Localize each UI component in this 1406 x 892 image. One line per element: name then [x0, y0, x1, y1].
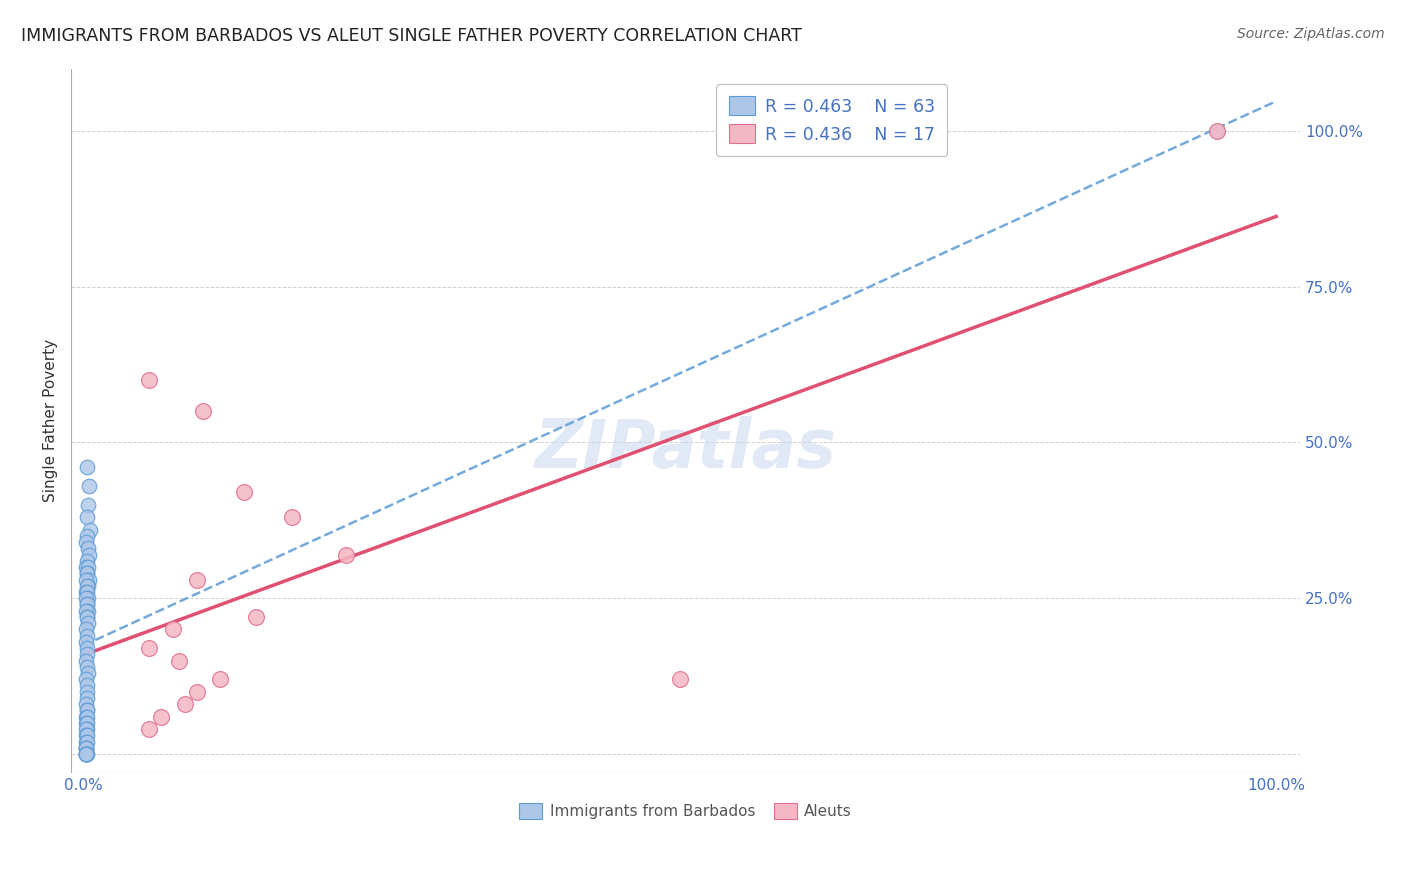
- Point: [76, 610, 98, 624]
- Point: [76, 579, 98, 593]
- Point: [76, 734, 98, 748]
- Point: [75, 697, 97, 711]
- Point: [76, 529, 98, 543]
- Point: [76, 678, 98, 692]
- Point: [75, 654, 97, 668]
- Point: [186, 684, 208, 698]
- Point: [138, 641, 160, 656]
- Point: [76, 722, 98, 736]
- Point: [186, 573, 208, 587]
- Point: [76, 703, 98, 717]
- Point: [77, 479, 100, 493]
- Y-axis label: Single Father Poverty: Single Father Poverty: [44, 339, 58, 502]
- Point: [138, 722, 160, 736]
- Point: [77, 616, 100, 631]
- Point: [77, 604, 100, 618]
- Text: IMMIGRANTS FROM BARBADOS VS ALEUT SINGLE FATHER POVERTY CORRELATION CHART: IMMIGRANTS FROM BARBADOS VS ALEUT SINGLE…: [21, 27, 801, 45]
- Point: [77, 498, 100, 512]
- Text: Source: ZipAtlas.com: Source: ZipAtlas.com: [1237, 27, 1385, 41]
- Point: [76, 598, 98, 612]
- Point: [77, 548, 100, 562]
- Point: [76, 566, 98, 581]
- Point: [76, 684, 98, 698]
- Text: ZIPatlas: ZIPatlas: [534, 416, 837, 482]
- Point: [209, 672, 232, 686]
- Point: [79, 523, 101, 537]
- Point: [77, 591, 100, 606]
- Point: [75, 740, 97, 755]
- Point: [75, 747, 97, 761]
- Point: [75, 747, 97, 761]
- Point: [76, 709, 98, 723]
- Point: [76, 690, 98, 705]
- Point: [75, 635, 97, 649]
- Point: [75, 740, 97, 755]
- Point: [76, 598, 98, 612]
- Point: [76, 610, 98, 624]
- Point: [75, 715, 97, 730]
- Point: [245, 610, 267, 624]
- Point: [335, 548, 357, 562]
- Point: [173, 697, 195, 711]
- Point: [75, 740, 97, 755]
- Point: [75, 535, 97, 549]
- Point: [76, 460, 98, 475]
- Point: [76, 566, 98, 581]
- Point: [75, 623, 97, 637]
- Point: [77, 666, 100, 681]
- Point: [75, 728, 97, 742]
- Point: [233, 485, 256, 500]
- Point: [75, 709, 97, 723]
- Point: [75, 560, 97, 574]
- Point: [167, 654, 190, 668]
- Point: [75, 585, 97, 599]
- Point: [76, 629, 98, 643]
- Point: [76, 554, 98, 568]
- Point: [75, 734, 97, 748]
- Point: [75, 604, 97, 618]
- Point: [138, 373, 160, 387]
- Point: [77, 579, 100, 593]
- Legend: Immigrants from Barbados, Aleuts: Immigrants from Barbados, Aleuts: [513, 797, 858, 825]
- Point: [75, 722, 97, 736]
- Point: [75, 573, 97, 587]
- Point: [1205, 124, 1227, 138]
- Point: [76, 747, 98, 761]
- Point: [191, 404, 214, 418]
- Point: [1205, 124, 1227, 138]
- Point: [76, 703, 98, 717]
- Point: [75, 747, 97, 761]
- Point: [149, 709, 172, 723]
- Point: [76, 510, 98, 524]
- Point: [281, 510, 304, 524]
- Point: [75, 747, 97, 761]
- Point: [75, 591, 97, 606]
- Point: [77, 573, 100, 587]
- Point: [76, 728, 98, 742]
- Point: [76, 641, 98, 656]
- Point: [77, 560, 100, 574]
- Point: [76, 585, 98, 599]
- Point: [76, 715, 98, 730]
- Point: [75, 672, 97, 686]
- Point: [76, 648, 98, 662]
- Point: [77, 541, 100, 556]
- Point: [668, 672, 690, 686]
- Point: [162, 623, 184, 637]
- Point: [76, 660, 98, 674]
